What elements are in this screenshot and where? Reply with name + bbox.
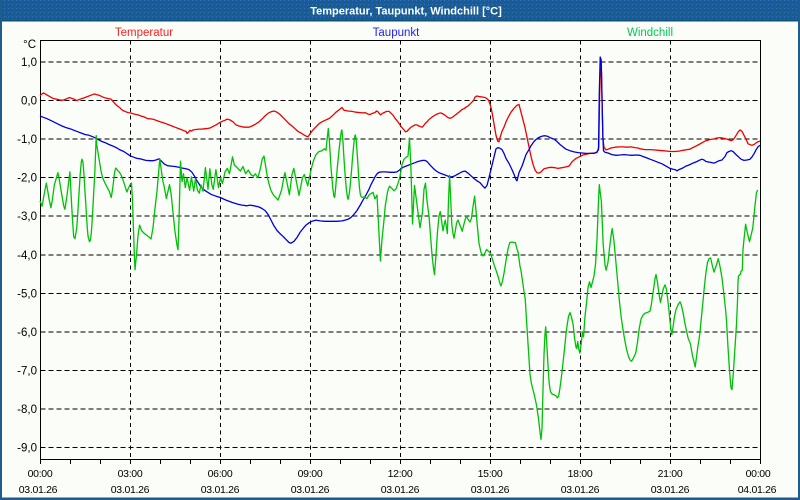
svg-text:00:00: 00:00 — [28, 468, 53, 480]
svg-text:Taupunkt: Taupunkt — [373, 27, 420, 39]
svg-text:09:00: 09:00 — [298, 468, 323, 480]
svg-text:-8,0: -8,0 — [17, 404, 37, 416]
svg-text:03.01.26: 03.01.26 — [561, 484, 600, 496]
svg-text:-1,0: -1,0 — [17, 134, 37, 146]
svg-text:1,0: 1,0 — [21, 57, 37, 69]
svg-text:-3,0: -3,0 — [17, 211, 37, 223]
svg-text:18:00: 18:00 — [568, 468, 593, 480]
svg-text:00:00: 00:00 — [746, 468, 771, 480]
svg-text:Temperatur, Taupunkt, Windchil: Temperatur, Taupunkt, Windchill [°C] — [310, 6, 502, 18]
svg-text:03.01.26: 03.01.26 — [381, 484, 420, 496]
svg-text:03:00: 03:00 — [118, 468, 143, 480]
svg-text:12:00: 12:00 — [388, 468, 413, 480]
svg-text:04.01.26: 04.01.26 — [738, 484, 777, 496]
svg-text:-2,0: -2,0 — [17, 173, 37, 185]
svg-text:-6,0: -6,0 — [17, 327, 37, 339]
svg-text:21:00: 21:00 — [658, 468, 683, 480]
svg-text:-9,0: -9,0 — [17, 443, 37, 455]
svg-text:15:00: 15:00 — [478, 468, 503, 480]
svg-text:Temperatur: Temperatur — [115, 27, 173, 39]
svg-text:06:00: 06:00 — [208, 468, 233, 480]
svg-text:-4,0: -4,0 — [17, 250, 37, 262]
svg-text:03.01.26: 03.01.26 — [471, 484, 510, 496]
svg-text:-5,0: -5,0 — [17, 288, 37, 300]
svg-text:03.01.26: 03.01.26 — [291, 484, 330, 496]
svg-text:03.01.26: 03.01.26 — [651, 484, 690, 496]
svg-text:-7,0: -7,0 — [17, 365, 37, 377]
svg-text:03.01.26: 03.01.26 — [111, 484, 150, 496]
svg-text:03.01.26: 03.01.26 — [19, 484, 58, 496]
svg-text:03.01.26: 03.01.26 — [201, 484, 240, 496]
svg-text:Windchill: Windchill — [627, 27, 673, 39]
svg-text:°C: °C — [23, 39, 36, 51]
svg-text:0,0: 0,0 — [21, 96, 37, 108]
